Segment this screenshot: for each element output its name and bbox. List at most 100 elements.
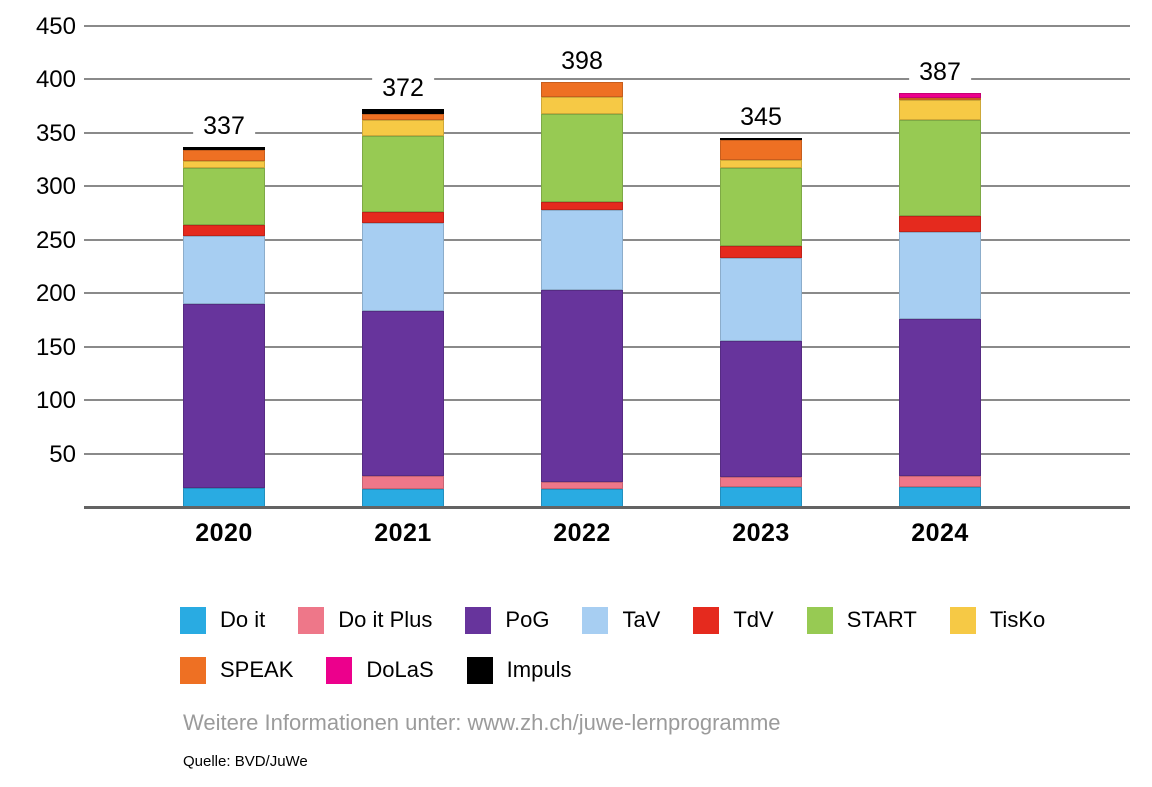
y-axis-label-250: 250 [35, 226, 76, 254]
bar-segment-2024-start [899, 120, 981, 217]
bar-segment-2023-start [720, 168, 802, 247]
bar-total-label-2022: 398 [551, 45, 613, 76]
legend-swatch-icon [326, 656, 353, 684]
bar-segment-2024-tav [899, 232, 981, 319]
bar-segment-2023-tav [720, 257, 802, 342]
legend-item-tisko: TisKo [949, 606, 1046, 634]
legend-label: START [846, 607, 917, 632]
bar-segment-2024-do-it [899, 486, 981, 507]
legend-label: TaV [622, 607, 661, 632]
legend-swatch-icon [693, 606, 720, 634]
y-axis-label-450: 450 [35, 13, 76, 40]
legend-swatch-icon [582, 606, 609, 634]
footer-info-text: Weitere Informationen unter: www.zh.ch/j… [183, 710, 781, 735]
bar-segment-2024-dolas [899, 93, 981, 98]
x-axis-label-2024: 2024 [911, 519, 969, 547]
bar-segment-2024-pog [899, 318, 981, 476]
x-axis-label-2020: 2020 [195, 519, 253, 547]
bar-segment-2021-impuls [362, 109, 444, 114]
legend-label: SPEAK [220, 657, 294, 682]
legend-item-do-it-plus: Do it Plus [298, 606, 433, 634]
x-axis-label-2023: 2023 [732, 519, 790, 547]
bar-segment-2023-speak [720, 140, 802, 160]
bar-total-label-2021: 372 [372, 73, 434, 104]
bar-segment-2020-tav [183, 235, 265, 304]
legend-swatch-icon [465, 606, 492, 634]
gridline-450 [84, 25, 1130, 27]
bar-segment-2021-tav [362, 222, 444, 312]
bar-segment-2021-tdv [362, 211, 444, 223]
legend-item-dolas: DoLaS [326, 656, 434, 684]
gridline-400 [84, 78, 1130, 81]
legend-item-speak: SPEAK [180, 656, 294, 684]
bar-segment-2021-do-it [362, 488, 444, 507]
legend-label: DoLaS [366, 657, 434, 682]
bar-total-label-2023: 345 [730, 102, 792, 133]
bar-segment-2021-speak [362, 113, 444, 121]
bar-segment-2022-tdv [541, 202, 623, 210]
bar-segment-2022-start [541, 113, 623, 203]
legend-swatch-icon [180, 656, 206, 684]
bar-segment-2020-tisko [183, 160, 265, 169]
x-axis-line [84, 506, 1130, 509]
bar-segment-2020-speak [183, 149, 265, 161]
bar-segment-2023-tdv [720, 246, 802, 258]
chart-legend: Do it Do it Plus PoG TaV TdV START TisKo SPEAK D… [180, 602, 1080, 702]
bar-segment-2022-do-it-plus [541, 482, 623, 489]
legend-swatch-icon [180, 606, 206, 634]
bar-segment-2024-do-it-plus [899, 476, 981, 487]
legend-item-tav: TaV [582, 606, 661, 634]
x-axis-label-2021: 2021 [374, 519, 432, 547]
bar-segment-2023-pog [720, 341, 802, 478]
x-axis-label-2022: 2022 [553, 519, 611, 547]
legend-item-pog: PoG [465, 606, 550, 634]
bar-segment-2024-tdv [899, 216, 981, 233]
bar-segment-2022-pog [541, 290, 623, 483]
legend-label: TisKo [989, 607, 1046, 632]
bar-segment-2021-start [362, 136, 444, 212]
bar-segment-2024-tisko [899, 99, 981, 121]
bar-segment-2020-do-it [183, 487, 265, 507]
bar-segment-2022-tav [541, 209, 623, 290]
bar-segment-2023-do-it-plus [720, 477, 802, 487]
bar-segment-2023-tisko [720, 159, 802, 169]
legend-label: Do it Plus [338, 607, 433, 632]
bar-segment-2021-tisko [362, 120, 444, 137]
legend-item-tdv: TdV [693, 606, 774, 634]
y-axis-label-100: 100 [35, 387, 76, 415]
bar-segment-2020-pog [183, 303, 265, 488]
legend-label: TdV [733, 607, 774, 632]
legend-item-do-it: Do it [180, 606, 266, 634]
y-axis-label-300: 300 [35, 173, 76, 201]
stacked-bar-chart: 50 100 150 200 250 300 350 400 450 337 2020 372 2021… [35, 13, 1130, 547]
bar-total-label-2024: 387 [909, 57, 971, 88]
legend-swatch-icon [949, 606, 976, 634]
bar-segment-2020-impuls [183, 146, 265, 150]
legend-row-1: Do it Do it Plus PoG TaV TdV START TisKo [180, 602, 1080, 638]
legend-item-impuls: Impuls [466, 656, 572, 684]
legend-label: Do it [220, 607, 266, 632]
bar-segment-2022-tisko [541, 96, 623, 114]
y-axis-label-150: 150 [35, 333, 76, 361]
legend-label: PoG [505, 607, 550, 632]
legend-label: Impuls [506, 657, 572, 682]
legend-row-2: SPEAK DoLaS Impuls [180, 652, 1080, 688]
legend-swatch-icon [466, 656, 493, 684]
bar-segment-2023-impuls [720, 138, 802, 141]
bar-segment-2024-speak [899, 97, 981, 100]
y-axis-label-350: 350 [35, 119, 76, 147]
legend-swatch-icon [298, 606, 325, 634]
legend-swatch-icon [806, 606, 833, 634]
bar-segment-2021-pog [362, 311, 444, 476]
bar-segment-2020-tdv [183, 224, 265, 236]
bar-segment-2022-do-it [541, 488, 623, 507]
bar-segment-2021-do-it-plus [362, 476, 444, 489]
bar-segment-2020-start [183, 168, 265, 225]
y-axis-label-200: 200 [35, 280, 76, 308]
legend-item-start: START [806, 606, 917, 634]
bar-segment-2023-do-it [720, 486, 802, 507]
bar-segment-2022-speak [541, 81, 623, 97]
y-axis-label-50: 50 [49, 440, 76, 468]
bar-total-label-2020: 337 [193, 110, 255, 141]
